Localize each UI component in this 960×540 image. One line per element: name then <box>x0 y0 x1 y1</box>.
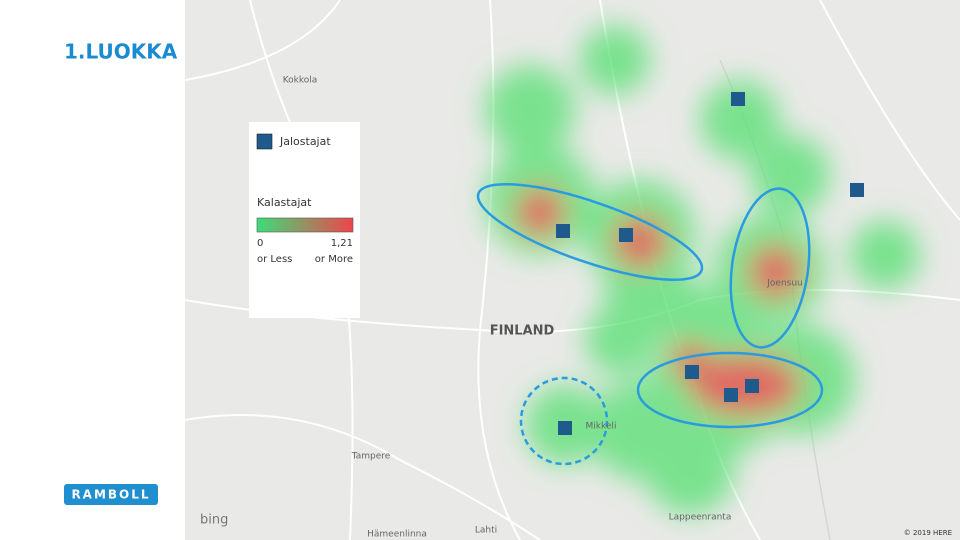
legend-marker <box>256 133 273 150</box>
legend-title: Kalastajat <box>257 196 312 209</box>
place-label: Lappeenranta <box>669 513 732 523</box>
marker <box>850 183 864 197</box>
color-scale <box>256 217 354 233</box>
marker <box>619 228 633 242</box>
country-label: FINLAND <box>490 324 555 339</box>
place-label: Hämeenlinna <box>367 530 427 540</box>
scale-min: 0 <box>257 238 263 249</box>
legend-label: Jalostajat <box>279 135 331 148</box>
marker <box>724 388 738 402</box>
logo: RAMBOLL <box>71 488 150 502</box>
place-label: Lahti <box>475 526 497 536</box>
ring <box>729 187 811 349</box>
scale-min-note: or Less <box>257 254 292 265</box>
place-label: Kokkola <box>283 76 318 86</box>
map-labels: Kokkola FINLAND Tampere Mikkeli Joensuu … <box>283 76 803 540</box>
ring <box>519 376 609 466</box>
ring <box>476 182 704 282</box>
copyright: © 2019 HERE <box>904 529 952 537</box>
place-label: Tampere <box>351 452 391 462</box>
marker <box>685 365 699 379</box>
place-label: Joensuu <box>766 279 803 289</box>
scale-max-note: or More <box>315 254 353 265</box>
logo-box <box>64 484 158 505</box>
place-label: Mikkeli <box>586 422 617 432</box>
ring <box>636 351 824 429</box>
marker <box>731 92 745 106</box>
scale-max: 1,21 <box>331 238 353 249</box>
provider: bing <box>200 513 228 528</box>
legend: Jalostajat Kalastajat 0 or Less 1,21 or … <box>249 122 360 318</box>
markers <box>556 92 864 435</box>
marker <box>556 224 570 238</box>
marker <box>558 421 572 435</box>
slide-title: 1.LUOKKA <box>64 40 178 64</box>
marker <box>745 379 759 393</box>
highlight-rings <box>476 182 824 466</box>
